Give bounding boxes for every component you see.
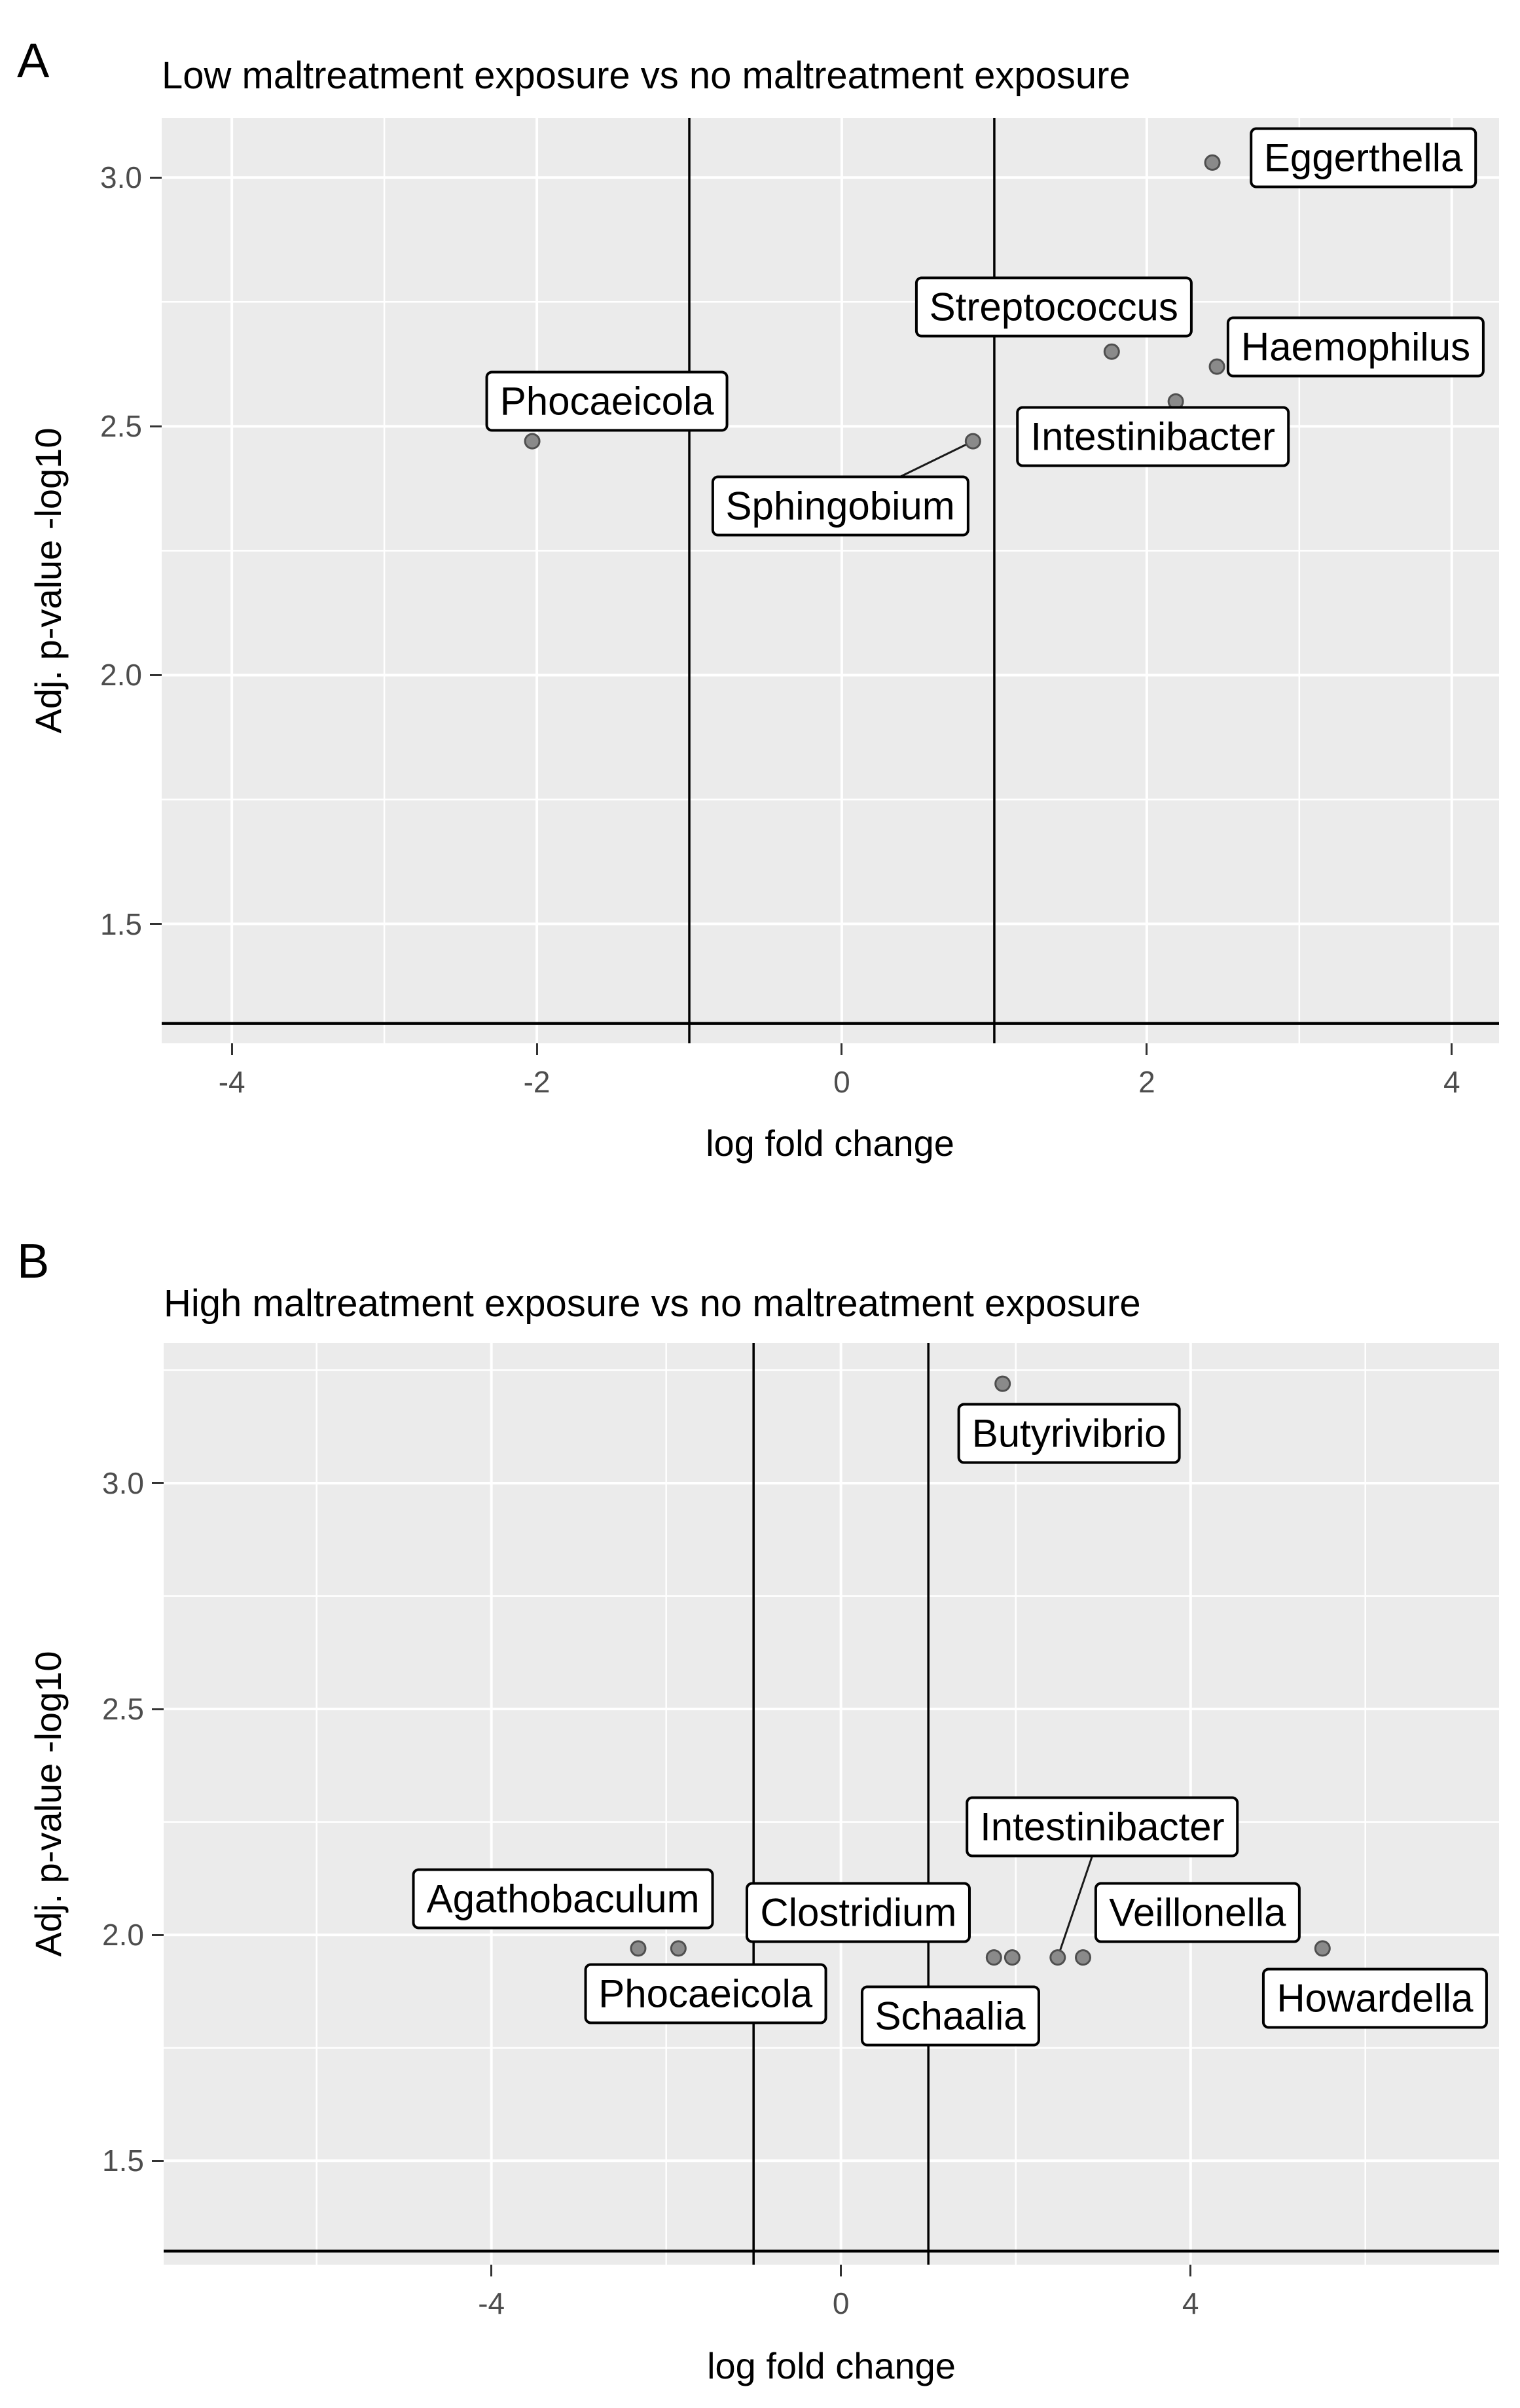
x-tick-mark	[840, 2265, 842, 2276]
data-point-eggerthella	[1204, 154, 1221, 171]
data-point-phocaeicola	[524, 433, 541, 450]
data-point-howardella	[1314, 1940, 1331, 1957]
data-point-schaalia	[1004, 1949, 1021, 1966]
data-point-streptococcus	[1103, 343, 1120, 360]
x-tick-label: 2	[1138, 1065, 1155, 1099]
x-tick-mark	[230, 1043, 233, 1055]
x-axis-title-a: log fold change	[706, 1123, 954, 1164]
y-tick-mark	[152, 2159, 164, 2162]
x-tick-label: 0	[833, 1065, 850, 1099]
panel-label-b: B	[17, 1234, 50, 1288]
point-label-phocaeicola: Phocaeicola	[584, 1963, 827, 2024]
y-tick-mark	[152, 1708, 164, 1710]
y-tick-label: 2.0	[100, 658, 142, 692]
y-tick-mark	[150, 923, 162, 925]
x-tick-mark	[490, 2265, 493, 2276]
point-label-intestinibacter: Intestinibacter	[966, 1796, 1239, 1857]
y-tick-mark	[152, 1482, 164, 1484]
data-point-sphingobium	[964, 433, 981, 450]
plot-title-b: High maltreatment exposure vs no maltrea…	[164, 1282, 1141, 1325]
y-tick-mark	[150, 176, 162, 179]
x-tick-label: 0	[832, 2286, 850, 2320]
y-tick-label: 2.5	[102, 1692, 144, 1727]
data-point-agathobaculum	[630, 1940, 647, 1957]
y-tick-label: 3.0	[102, 1465, 144, 1500]
point-label-streptococcus: Streptococcus	[914, 276, 1193, 338]
x-tick-mark	[841, 1043, 843, 1055]
point-label-intestinibacter: Intestinibacter	[1016, 406, 1290, 467]
y-tick-label: 2.5	[100, 409, 142, 444]
data-point-veillonella	[1075, 1949, 1092, 1966]
x-tick-label: 4	[1443, 1065, 1460, 1099]
point-label-schaalia: Schaalia	[860, 1985, 1040, 2047]
y-tick-mark	[150, 674, 162, 676]
x-tick-label: -4	[478, 2286, 505, 2320]
x-tick-mark	[535, 1043, 538, 1055]
x-axis-title-b: log fold change	[707, 2345, 956, 2386]
data-point-phocaeicola	[670, 1940, 687, 1957]
point-label-howardella: Howardella	[1262, 1968, 1488, 2029]
data-point-haemophilus	[1208, 358, 1225, 375]
point-label-eggerthella: Eggerthella	[1249, 127, 1477, 189]
plot-area-a	[162, 118, 1499, 1043]
x-tick-mark	[1146, 1043, 1148, 1055]
point-label-agathobaculum: Agathobaculum	[412, 1868, 714, 1930]
point-label-haemophilus: Haemophilus	[1226, 316, 1485, 378]
data-point-clostridium	[985, 1949, 1002, 1966]
data-point-butyrivibrio	[994, 1375, 1011, 1392]
y-tick-label: 1.5	[102, 2144, 144, 2178]
data-point-intestinibacter	[1049, 1949, 1066, 1966]
y-tick-mark	[152, 1933, 164, 1936]
plot-title-a: Low maltreatment exposure vs no maltreat…	[162, 54, 1131, 97]
y-tick-mark	[150, 425, 162, 427]
point-label-clostridium: Clostridium	[746, 1882, 971, 1943]
point-label-sphingobium: Sphingobium	[711, 475, 969, 537]
plot-area-b	[164, 1343, 1499, 2265]
x-tick-mark	[1189, 2265, 1192, 2276]
x-tick-mark	[1451, 1043, 1453, 1055]
point-label-veillonella: Veillonella	[1095, 1882, 1301, 1943]
x-tick-label: -4	[218, 1065, 245, 1099]
y-tick-label: 1.5	[100, 907, 142, 941]
point-label-butyrivibrio: Butyrivibrio	[957, 1403, 1181, 1464]
point-label-phocaeicola: Phocaeicola	[485, 370, 729, 432]
x-tick-label: -2	[523, 1065, 551, 1099]
x-tick-label: 4	[1182, 2286, 1199, 2320]
panel-label-a: A	[17, 33, 50, 88]
y-tick-label: 3.0	[100, 160, 142, 195]
y-tick-label: 2.0	[102, 1918, 144, 1952]
